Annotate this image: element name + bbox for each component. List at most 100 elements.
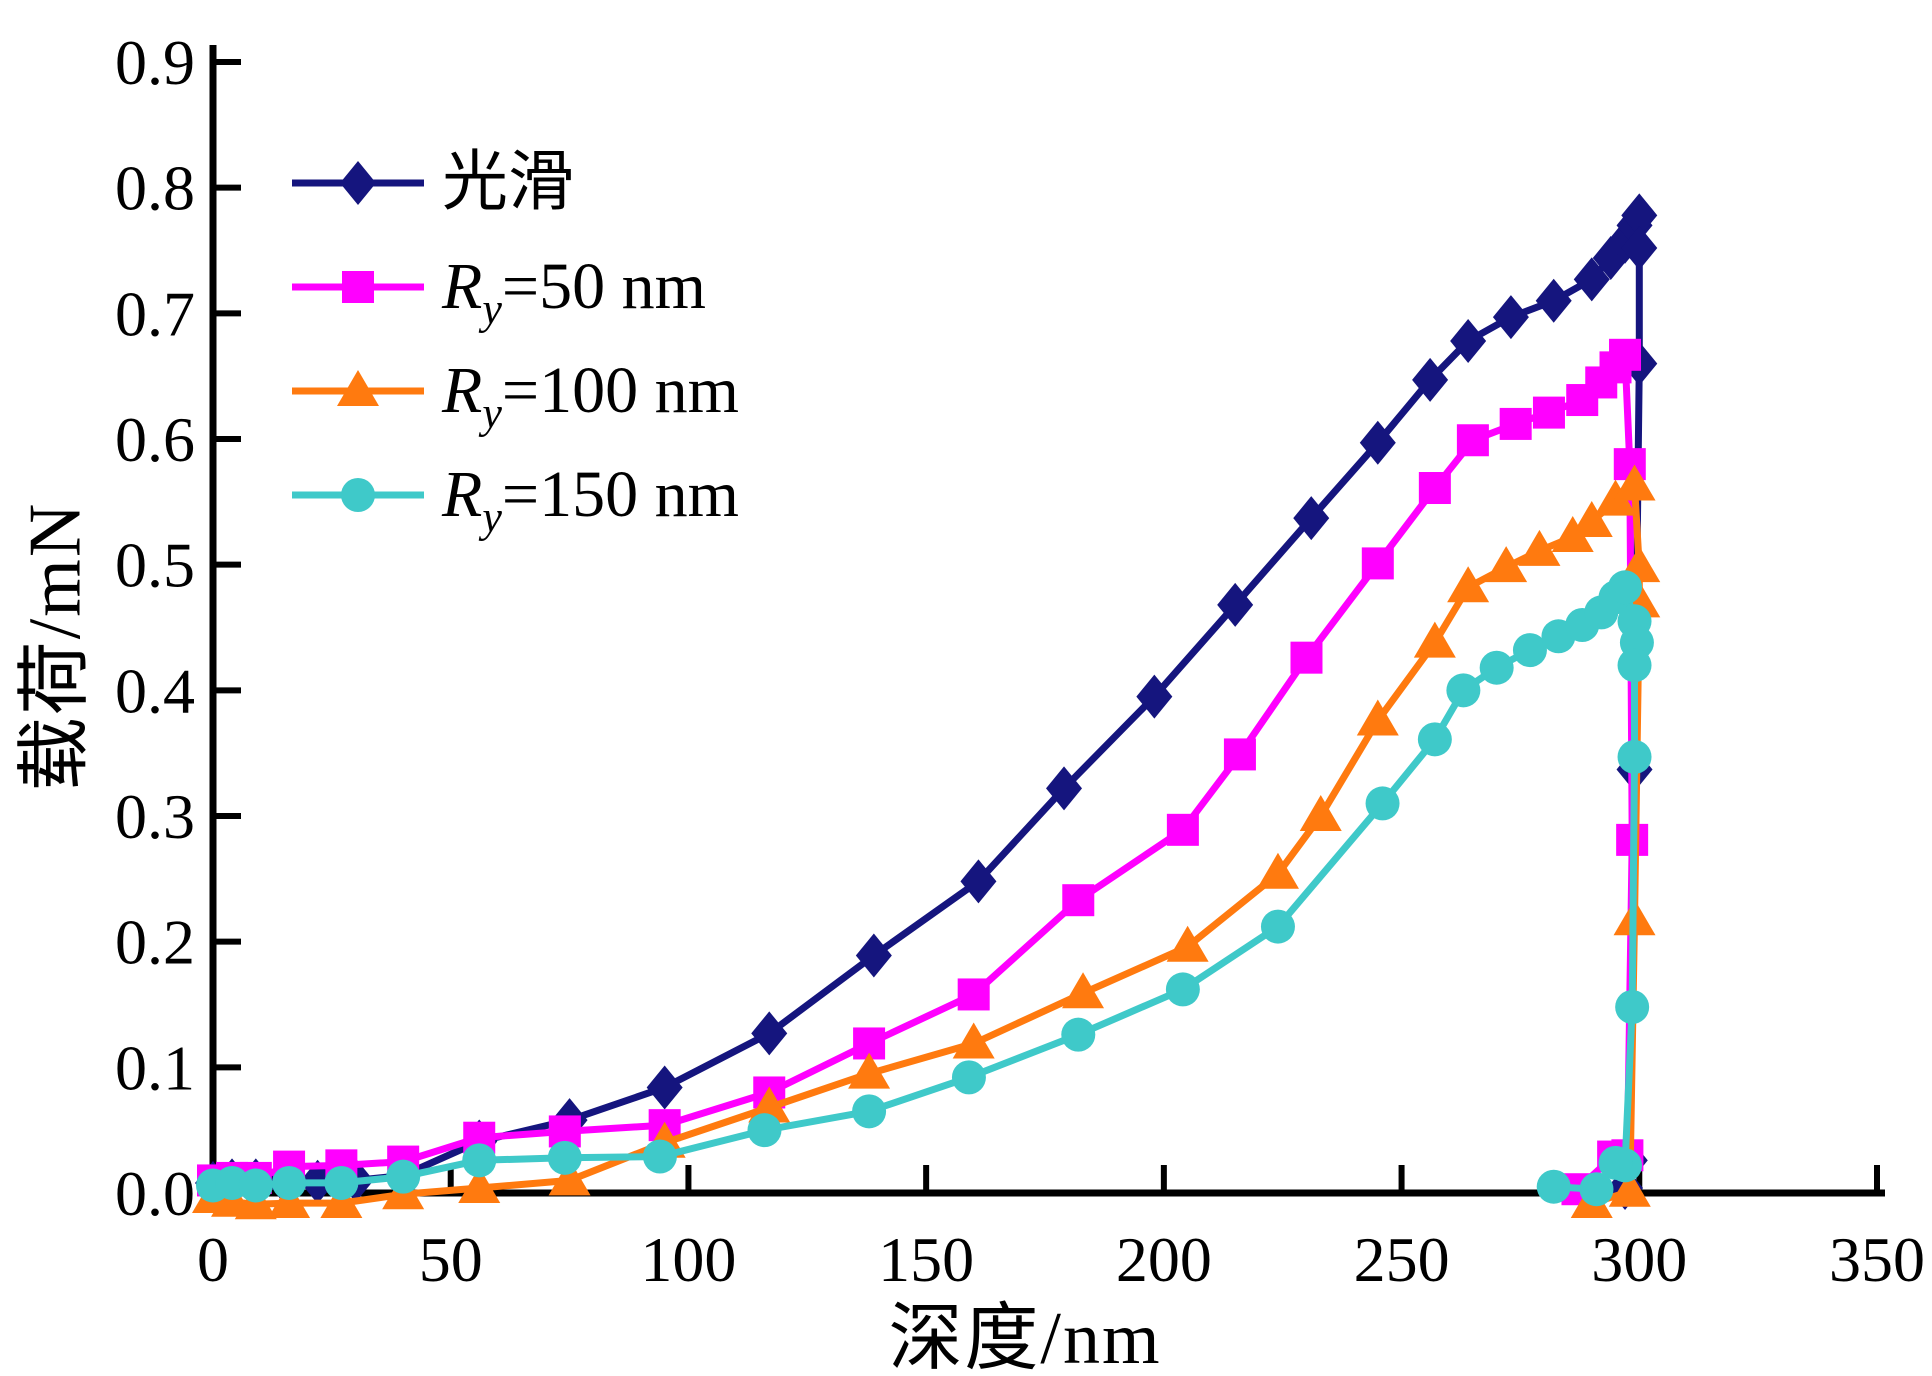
legend-marker-diamond-icon — [292, 161, 424, 205]
circle-marker — [1479, 650, 1514, 685]
square-marker — [1223, 738, 1256, 771]
square-marker — [342, 271, 374, 303]
chart-legend: 光滑 Ry=50 nm Ry=100 nm Ry=150 nm — [288, 140, 739, 539]
triangle-marker — [1299, 795, 1342, 831]
triangle-marker — [1256, 852, 1299, 889]
circle-marker — [462, 1143, 497, 1178]
legend-label: 光滑 — [442, 146, 574, 219]
diamond-marker — [1573, 257, 1610, 302]
diamond-marker — [646, 1065, 683, 1110]
triangle-marker — [268, 1182, 311, 1219]
square-marker — [1290, 641, 1323, 674]
y-axis-title: 载荷/mN — [14, 501, 97, 792]
triangle-marker — [1356, 699, 1399, 736]
circle-marker — [272, 1165, 307, 1200]
y-tick-label: 0.7 — [115, 278, 195, 349]
triangle-marker — [1447, 566, 1490, 603]
x-axis-title: 深度/nm — [888, 1298, 1162, 1376]
y-tick-label: 0.2 — [115, 907, 195, 978]
legend-item-ry100: Ry=100 nm — [288, 348, 739, 438]
square-marker — [1609, 338, 1642, 371]
y-tick-label: 0.3 — [115, 781, 195, 852]
square-marker — [1532, 396, 1565, 429]
triangle-marker — [1518, 529, 1561, 566]
triangle-marker — [1485, 546, 1528, 583]
circle-marker — [1598, 1145, 1633, 1180]
square-marker — [1499, 407, 1532, 440]
square-marker — [1166, 813, 1199, 846]
circle-marker — [1617, 739, 1652, 774]
triangle-marker — [548, 1159, 591, 1196]
y-tick-label: 0.8 — [115, 153, 195, 224]
x-tick-label: 100 — [640, 1224, 736, 1295]
triangle-marker — [458, 1166, 501, 1203]
y-tick-label: 0.5 — [115, 530, 195, 601]
triangle-marker — [1166, 925, 1209, 962]
circle-marker — [951, 1060, 986, 1095]
legend-label: Ry=100 nm — [442, 354, 739, 438]
triangle-marker — [337, 370, 379, 406]
circle-marker — [642, 1139, 677, 1174]
axis-tick-labels: 0 50 100 150 200 250 300 350 0.0 0.1 0.2 0.3 0.4 0.5 0… — [115, 27, 1925, 1295]
diamond-marker — [1450, 318, 1487, 363]
square-marker — [1361, 547, 1394, 580]
triangle-marker — [952, 1022, 995, 1059]
circle-marker — [1512, 633, 1547, 668]
diamond-marker — [751, 1011, 788, 1056]
diamond-marker — [1492, 295, 1529, 340]
diamond-marker — [1412, 357, 1449, 402]
series-2-triangle — [192, 464, 1661, 1220]
diamond-marker — [1592, 236, 1629, 281]
diamond-marker — [1217, 582, 1254, 627]
square-marker — [1062, 884, 1095, 917]
circle-marker — [324, 1165, 359, 1200]
legend-marker-circle-icon — [292, 478, 424, 512]
diamond-marker — [1046, 766, 1083, 811]
triangle-marker — [1413, 621, 1456, 658]
diamond-marker — [855, 933, 892, 978]
y-tick-label: 0.1 — [115, 1032, 195, 1103]
circle-marker — [747, 1113, 782, 1148]
diamond-marker — [1621, 225, 1658, 270]
diamond-marker — [1359, 420, 1396, 465]
triangle-marker — [320, 1182, 363, 1219]
triangle-marker — [748, 1086, 791, 1123]
y-tick-label: 0.0 — [115, 1158, 195, 1229]
x-tick-label: 150 — [878, 1224, 974, 1295]
diamond-marker — [960, 859, 997, 904]
diamond-marker — [1136, 674, 1173, 719]
circle-marker — [1061, 1017, 1096, 1052]
circle-marker — [1579, 1172, 1614, 1207]
square-marker — [1418, 472, 1451, 505]
circle-marker — [1615, 990, 1650, 1025]
circle-marker — [341, 478, 375, 512]
square-marker — [1456, 424, 1489, 457]
legend-marker-triangle-icon — [292, 370, 424, 406]
y-tick-label: 0.9 — [115, 27, 195, 98]
circle-marker — [547, 1140, 582, 1175]
square-marker — [957, 978, 990, 1011]
x-tick-label: 50 — [419, 1224, 483, 1295]
series-line — [209, 482, 1643, 1208]
legend-item-ry50: Ry=50 nm — [288, 244, 739, 331]
circle-marker — [1365, 786, 1400, 821]
circle-marker — [1536, 1169, 1571, 1204]
y-tick-label: 0.6 — [115, 404, 195, 475]
x-tick-label: 250 — [1354, 1224, 1450, 1295]
legend-item-smooth: 光滑 — [288, 140, 739, 226]
circle-marker — [1608, 570, 1643, 605]
circle-marker — [238, 1168, 273, 1203]
diamond-marker — [1293, 496, 1330, 541]
diamond-marker — [340, 161, 376, 205]
series-3-circle — [196, 570, 1654, 1207]
x-tick-label: 350 — [1829, 1224, 1925, 1295]
diamond-marker — [1535, 278, 1572, 323]
triangle-marker — [1608, 1170, 1651, 1207]
circle-marker — [1617, 648, 1652, 683]
legend-item-ry150: Ry=150 nm — [288, 452, 739, 539]
circle-marker — [852, 1094, 887, 1129]
x-tick-label: 0 — [197, 1224, 229, 1295]
circle-marker — [1165, 972, 1200, 1007]
